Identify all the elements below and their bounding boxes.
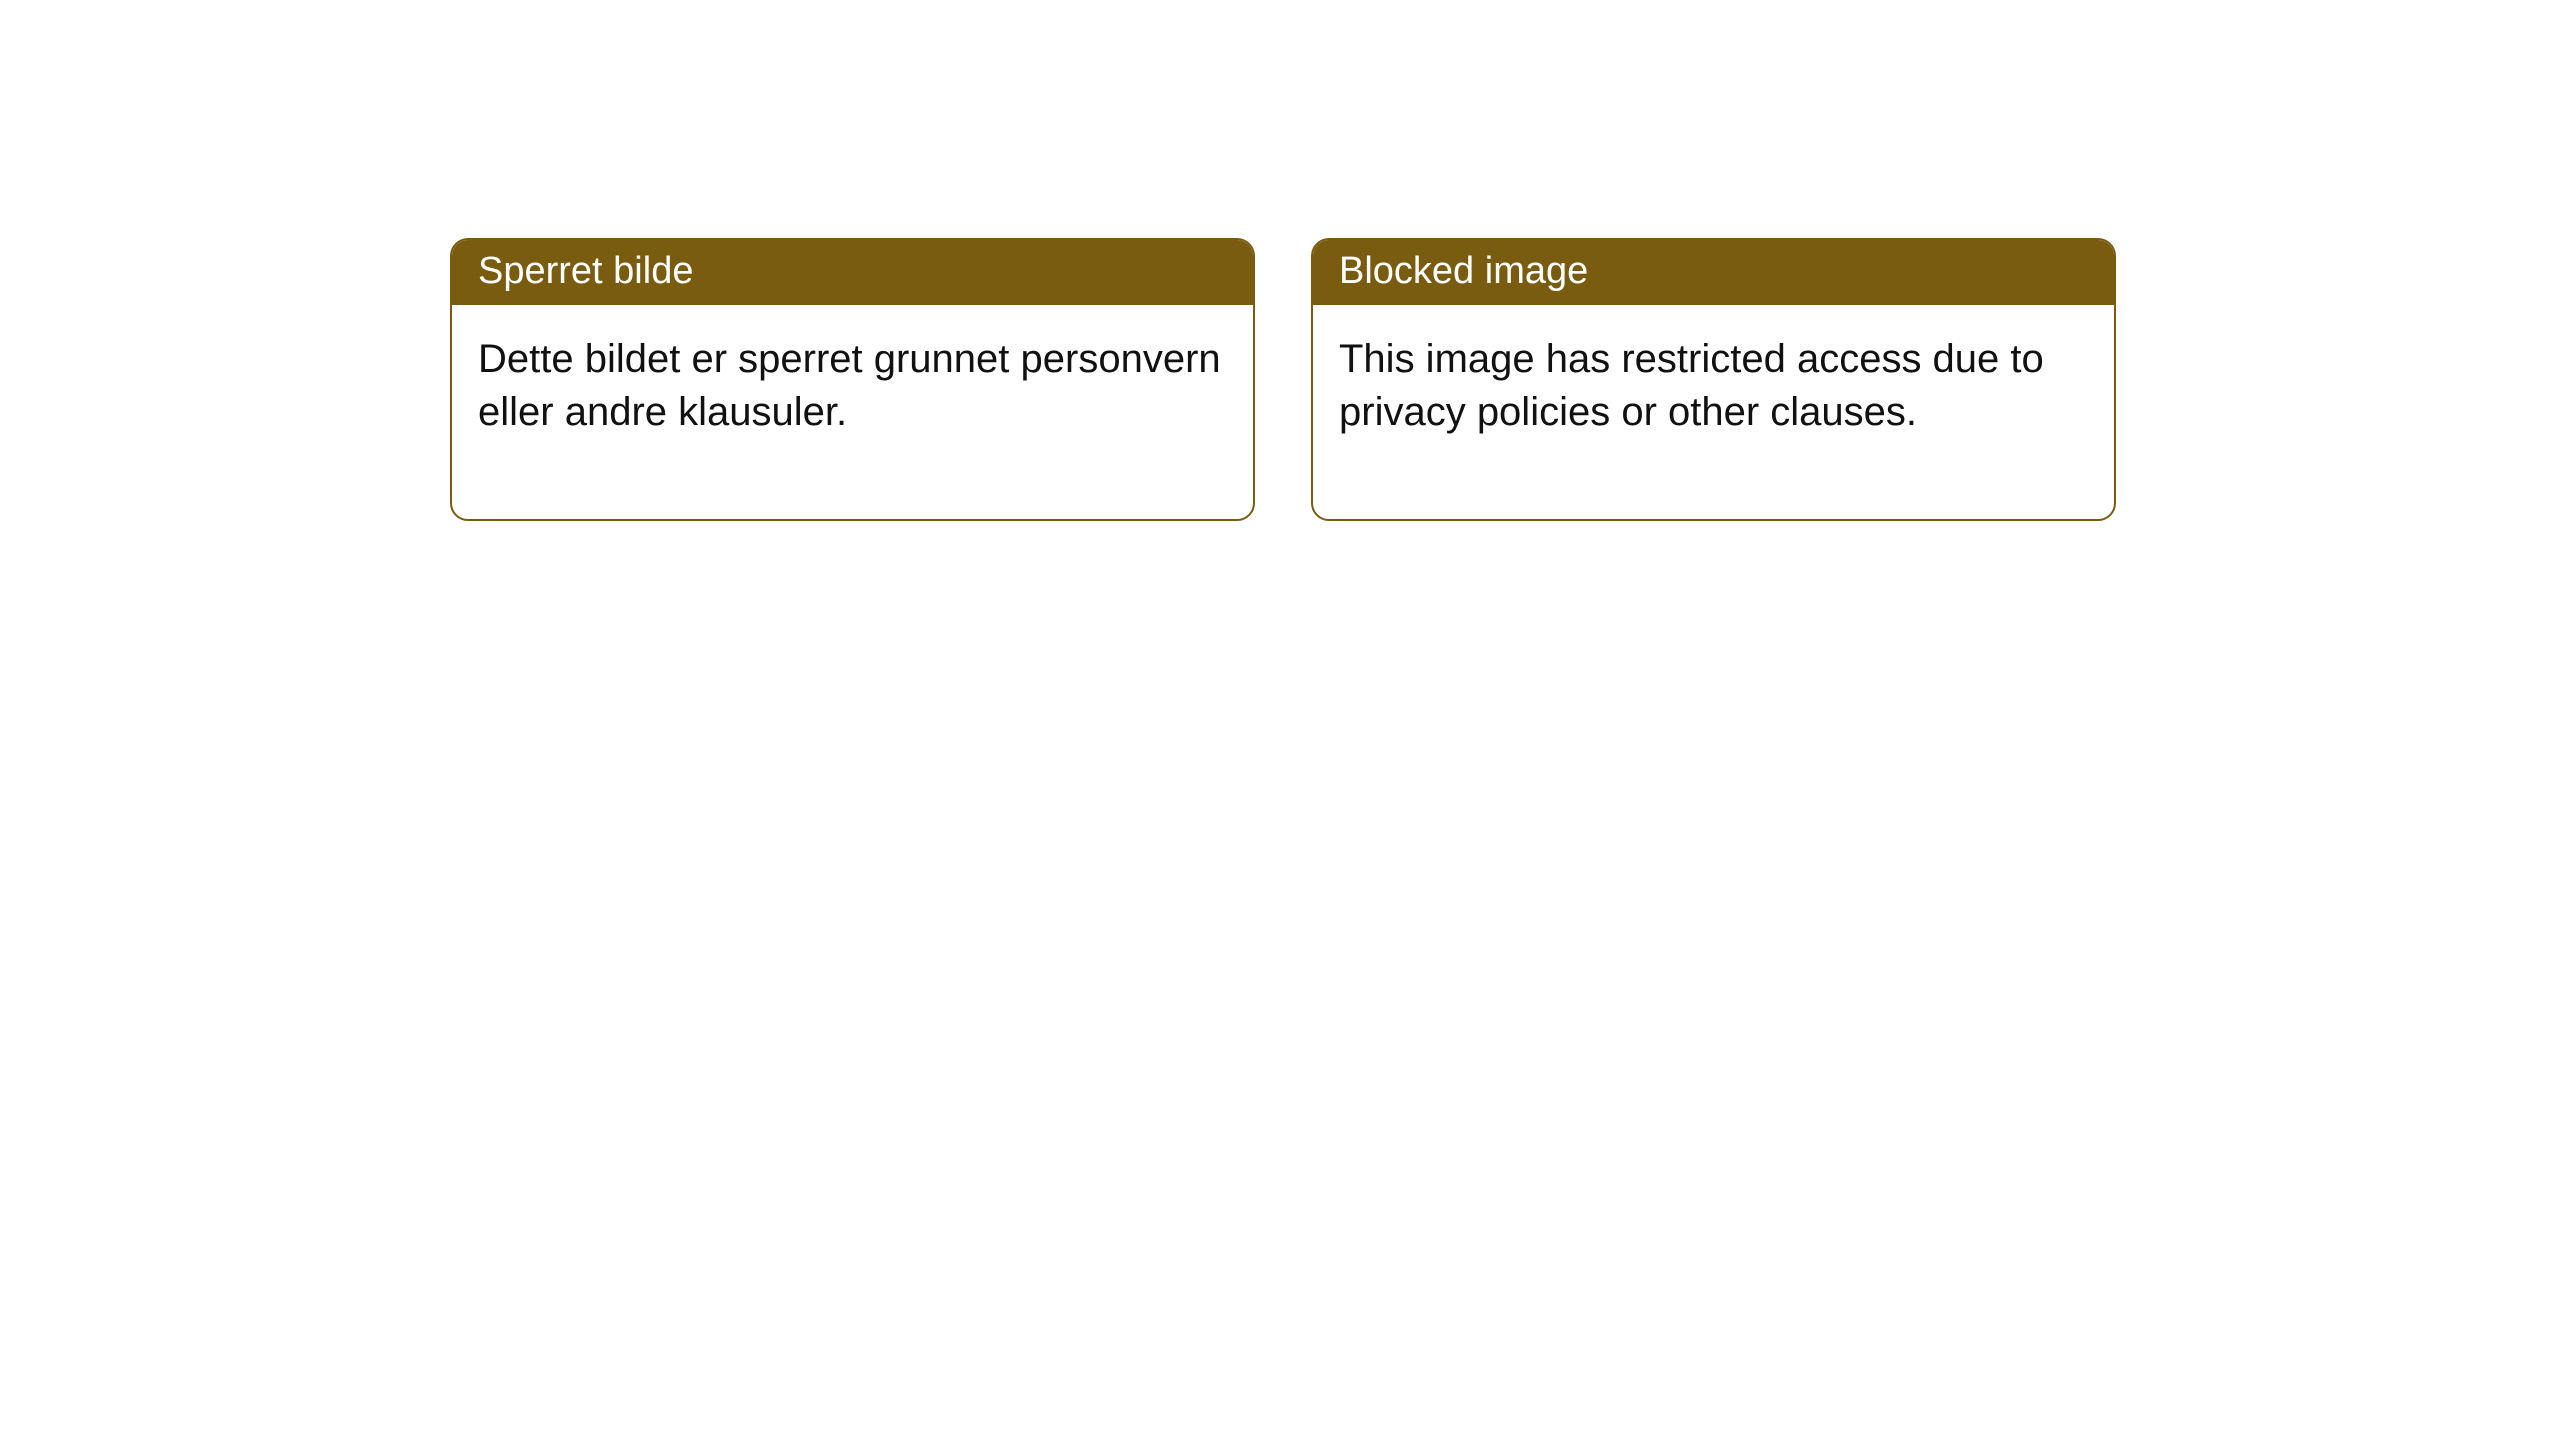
- notice-box-english: Blocked image This image has restricted …: [1311, 238, 2116, 521]
- notice-title: Blocked image: [1313, 240, 2114, 305]
- notice-body: Dette bildet er sperret grunnet personve…: [452, 305, 1253, 519]
- notice-title: Sperret bilde: [452, 240, 1253, 305]
- notice-container: Sperret bilde Dette bildet er sperret gr…: [450, 238, 2116, 521]
- notice-box-norwegian: Sperret bilde Dette bildet er sperret gr…: [450, 238, 1255, 521]
- notice-body: This image has restricted access due to …: [1313, 305, 2114, 519]
